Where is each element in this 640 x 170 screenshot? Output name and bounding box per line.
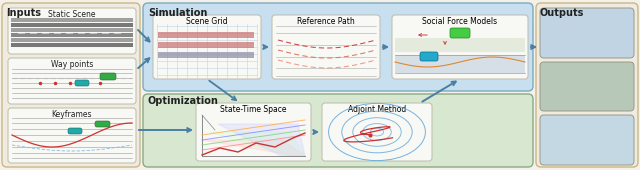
FancyBboxPatch shape <box>395 55 525 73</box>
FancyBboxPatch shape <box>158 42 254 48</box>
FancyBboxPatch shape <box>68 128 82 134</box>
FancyBboxPatch shape <box>540 62 634 111</box>
FancyBboxPatch shape <box>66 32 73 33</box>
Text: Inputs: Inputs <box>6 8 41 18</box>
Text: State-Time Space: State-Time Space <box>220 105 286 114</box>
FancyBboxPatch shape <box>395 38 525 52</box>
FancyBboxPatch shape <box>536 3 638 167</box>
FancyBboxPatch shape <box>540 115 634 165</box>
FancyBboxPatch shape <box>102 32 109 33</box>
FancyBboxPatch shape <box>90 32 97 33</box>
FancyBboxPatch shape <box>100 73 116 80</box>
FancyBboxPatch shape <box>95 121 110 127</box>
FancyBboxPatch shape <box>42 32 49 33</box>
FancyBboxPatch shape <box>153 15 261 79</box>
FancyBboxPatch shape <box>158 32 254 38</box>
FancyBboxPatch shape <box>78 32 85 33</box>
Text: Static Scene: Static Scene <box>48 10 96 19</box>
Text: Social Force Models: Social Force Models <box>422 17 497 26</box>
FancyBboxPatch shape <box>272 15 380 79</box>
Text: Simulation: Simulation <box>148 8 207 18</box>
FancyBboxPatch shape <box>2 3 140 167</box>
Polygon shape <box>218 124 305 156</box>
FancyBboxPatch shape <box>114 32 121 33</box>
FancyBboxPatch shape <box>30 32 37 33</box>
FancyBboxPatch shape <box>143 94 533 167</box>
Text: Keyframes: Keyframes <box>52 110 92 119</box>
FancyBboxPatch shape <box>11 43 133 47</box>
FancyBboxPatch shape <box>75 80 89 86</box>
Text: Scene Grid: Scene Grid <box>186 17 228 26</box>
FancyBboxPatch shape <box>450 28 470 38</box>
FancyBboxPatch shape <box>8 8 136 54</box>
Text: Optimization: Optimization <box>148 96 219 106</box>
FancyBboxPatch shape <box>18 32 25 33</box>
Polygon shape <box>202 140 305 156</box>
Polygon shape <box>210 132 305 156</box>
FancyBboxPatch shape <box>11 28 133 32</box>
FancyBboxPatch shape <box>392 15 528 79</box>
FancyBboxPatch shape <box>420 52 438 61</box>
FancyBboxPatch shape <box>143 3 533 91</box>
FancyBboxPatch shape <box>11 23 133 27</box>
FancyBboxPatch shape <box>8 108 136 163</box>
Text: Way points: Way points <box>51 60 93 69</box>
Text: Outputs: Outputs <box>540 8 584 18</box>
Text: Adjoint Method: Adjoint Method <box>348 105 406 114</box>
Text: Reference Path: Reference Path <box>297 17 355 26</box>
FancyBboxPatch shape <box>54 32 61 33</box>
FancyBboxPatch shape <box>11 33 133 37</box>
FancyBboxPatch shape <box>540 8 634 58</box>
FancyBboxPatch shape <box>11 38 133 42</box>
FancyBboxPatch shape <box>8 58 136 104</box>
FancyBboxPatch shape <box>322 103 432 161</box>
FancyBboxPatch shape <box>11 18 133 22</box>
FancyBboxPatch shape <box>196 103 311 161</box>
FancyBboxPatch shape <box>158 52 254 58</box>
